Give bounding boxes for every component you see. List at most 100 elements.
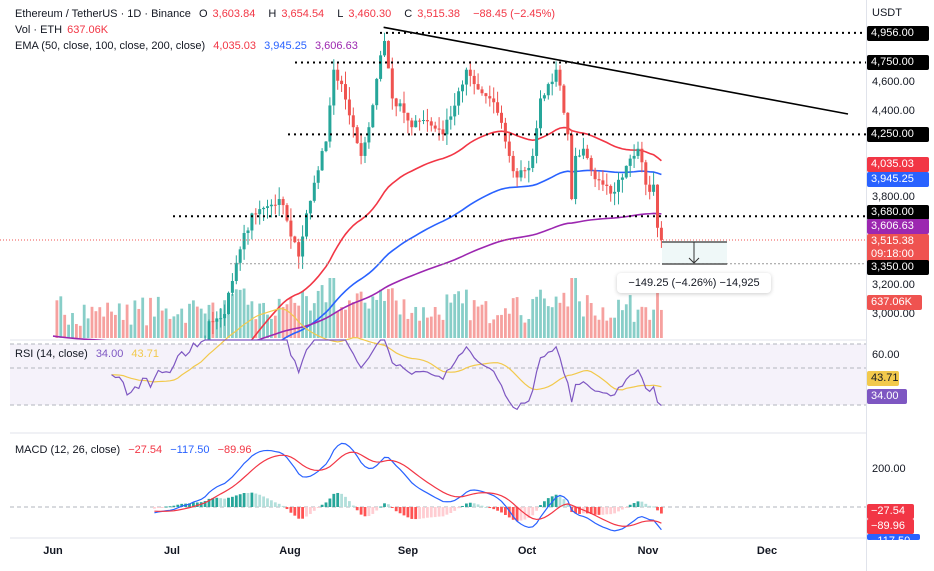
volume-bar [488, 323, 492, 338]
macd-histogram-bar [242, 493, 246, 507]
macd-histogram-bar [418, 507, 421, 519]
candle-body [570, 134, 574, 200]
macd-histogram-bar [336, 492, 340, 507]
candle-body [620, 177, 624, 180]
last-price-tag: 3,515.38 09:18:00 [867, 234, 929, 264]
volume-bar [203, 313, 207, 338]
macd-signal-value: −89.96 [217, 444, 252, 456]
macd-histogram-bar [332, 493, 336, 507]
volume-bar [609, 317, 613, 338]
volume-bar [492, 319, 496, 338]
volume-bar [468, 320, 472, 338]
candle-body [367, 127, 371, 143]
volume-bar [660, 309, 663, 338]
candle-body [223, 314, 227, 319]
volume-bar [461, 303, 464, 338]
macd-histogram-bar [188, 503, 191, 507]
ema50-tag: 4,035.03 [867, 157, 929, 172]
macd-histogram-bar [359, 507, 363, 515]
macd-line [154, 442, 662, 532]
candle-body [429, 121, 433, 126]
volume-bar [168, 318, 172, 338]
macd-histogram-bar [453, 507, 457, 511]
macd-histogram-bar [593, 507, 597, 515]
macd-histogram-bar [266, 498, 269, 507]
rsi-axis-label: 60.00 [872, 349, 900, 361]
volume-bar [238, 289, 242, 338]
macd-histogram-bar [316, 507, 320, 508]
level-tag-4956: 4,956.00 [867, 26, 929, 41]
ema100-value: 3,945.25 [264, 40, 307, 52]
macd-histogram-bar [480, 505, 484, 507]
macd-signal-line [154, 451, 662, 527]
volume-bar [589, 303, 593, 338]
volume-bar [476, 306, 480, 338]
volume-bar [117, 303, 121, 338]
candle-body [581, 148, 585, 156]
volume-bar [472, 300, 476, 338]
volume-bar [348, 300, 351, 338]
volume-bar [379, 289, 382, 338]
candle-body [554, 69, 558, 82]
macd-histogram-bar [192, 502, 195, 507]
ema200-tag: 3,606.63 [867, 219, 929, 234]
volume-bar [153, 316, 156, 338]
time-label: Sep [397, 545, 419, 557]
macd-tag: −117.50 [867, 534, 920, 540]
price-axis[interactable] [866, 0, 934, 571]
volume-bar [402, 299, 406, 338]
ema-label[interactable]: EMA (50, close, 100, close, 200, close) [15, 40, 206, 52]
candle-body [550, 81, 554, 85]
volume-bar [110, 311, 113, 338]
candle-body [546, 84, 550, 96]
macd-histogram-bar [153, 507, 156, 509]
candle-body [539, 98, 542, 129]
volume-bar [164, 308, 168, 338]
volume-bar [390, 288, 394, 338]
candle-body [519, 170, 523, 178]
volume-bar [129, 324, 133, 338]
macd-histogram-bar [597, 507, 601, 515]
macd-histogram-bar [585, 507, 589, 514]
volume-bar [199, 308, 203, 338]
macd-label[interactable]: MACD (12, 26, close) [15, 444, 121, 456]
volume-bar [546, 306, 550, 338]
macd-histogram-bar [465, 503, 468, 507]
rsi-value: 34.00 [95, 348, 124, 360]
macd-histogram-bar [488, 507, 492, 509]
candle-body [472, 75, 476, 85]
time-label: Nov [637, 545, 659, 557]
low-label: L [337, 8, 344, 20]
candle-body [441, 129, 445, 135]
rsi-label[interactable]: RSI (14, close) [15, 348, 88, 360]
macd-histogram-bar [656, 507, 659, 511]
volume-bar [172, 316, 176, 338]
candle-body [266, 206, 269, 208]
volume-bar [121, 319, 125, 338]
volume-bar [75, 324, 78, 338]
symbol-title[interactable]: Ethereum / TetherUS · 1D · Binance [15, 8, 191, 20]
volume-bar [67, 324, 70, 338]
volume-bar [324, 302, 328, 338]
candle-body [234, 262, 238, 282]
volume-bar [566, 306, 570, 338]
volume-bar [644, 307, 648, 338]
candle-body [628, 158, 632, 166]
time-label: Oct [517, 545, 537, 557]
time-label: Aug [279, 545, 301, 557]
volume-bar [453, 294, 457, 338]
macd-histogram-bar [398, 507, 402, 514]
candle-body [457, 91, 461, 106]
candle-body [453, 105, 457, 117]
volume-bar [359, 291, 363, 338]
volume-label[interactable]: Vol · ETH [15, 24, 63, 36]
volume-bar [406, 318, 410, 338]
macd-histogram-bar [578, 507, 581, 514]
currency-label[interactable]: USDT [872, 7, 902, 19]
macd-histogram-bar [558, 495, 562, 507]
volume-bar [484, 301, 488, 338]
candle-body [640, 148, 644, 163]
volume-bar [363, 302, 367, 338]
volume-bar [449, 302, 453, 338]
